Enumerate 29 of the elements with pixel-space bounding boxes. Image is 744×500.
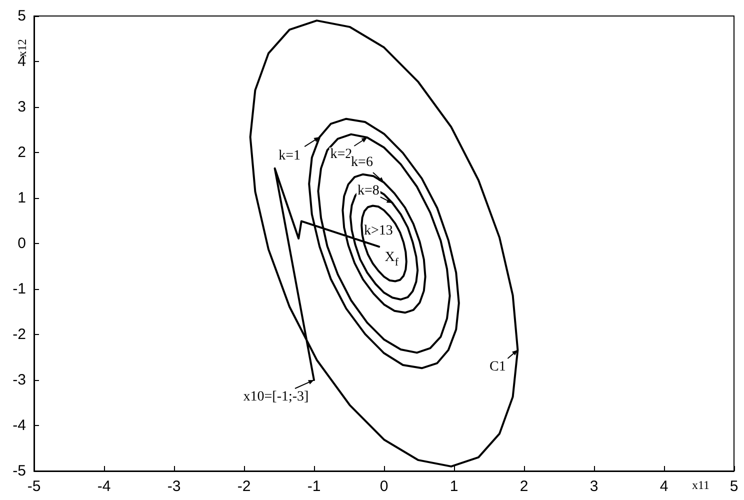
annotation: k>13 xyxy=(364,223,393,238)
x-tick-label: 0 xyxy=(380,478,388,495)
y-tick-label: -5 xyxy=(12,462,26,480)
annotation: k=6 xyxy=(351,155,373,170)
x-tick-label: -4 xyxy=(97,478,111,495)
y-tick-label: -4 xyxy=(12,417,26,434)
annotation: x10=[-1;-3] xyxy=(243,390,309,404)
y-tick-label: -3 xyxy=(12,372,26,388)
x-tick-label: -3 xyxy=(167,478,181,495)
annotation: k=2 xyxy=(330,146,352,162)
annotation: k=1 xyxy=(278,148,301,164)
y-tick-label: 0 xyxy=(18,235,26,252)
x-tick-label: 4 xyxy=(660,478,668,495)
y-tick-label: 3 xyxy=(18,98,26,116)
y-tick-label: -1 xyxy=(12,280,26,298)
annotation: C1 xyxy=(490,359,506,374)
x-tick-label: 1 xyxy=(450,478,458,495)
x-tick-label: 5 xyxy=(730,478,738,495)
x-tick-label: 2 xyxy=(520,478,528,495)
y-tick-label: -2 xyxy=(12,326,26,343)
y-tick-label: 1 xyxy=(18,190,26,206)
x-tick-label: 3 xyxy=(590,478,598,495)
x-tick-label: -2 xyxy=(237,478,251,495)
x-axis-title: x11 xyxy=(692,478,710,492)
annotation: k=8 xyxy=(357,184,380,199)
y-tick-label: 2 xyxy=(18,144,26,161)
x-tick-label: -1 xyxy=(307,478,321,495)
y-axis-title: x12 xyxy=(15,39,29,57)
y-tick-label: 5 xyxy=(18,8,26,24)
